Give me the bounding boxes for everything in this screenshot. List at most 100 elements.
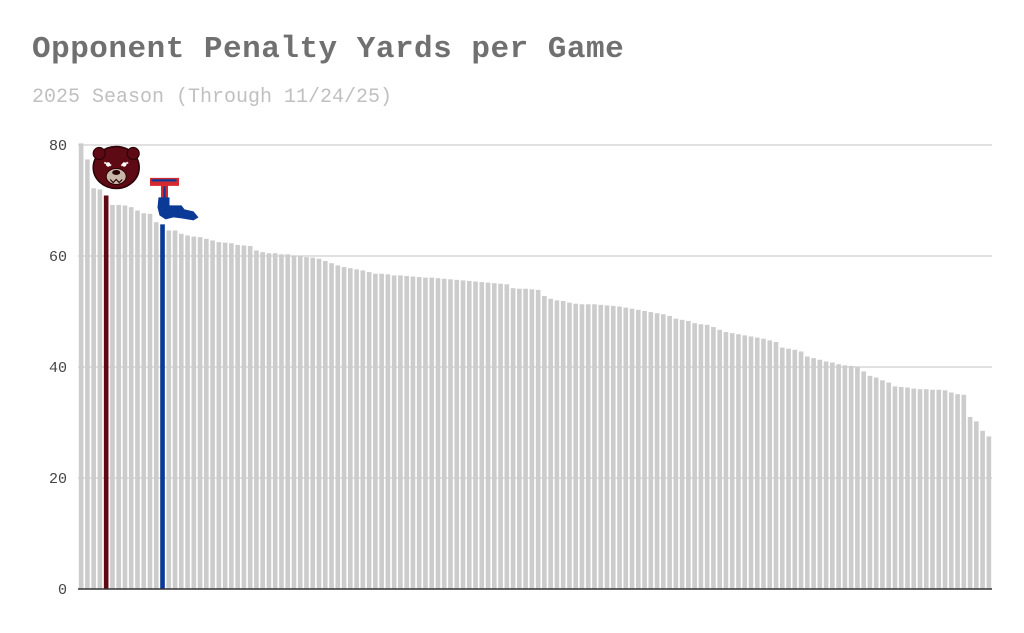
bar — [304, 257, 309, 589]
bar — [366, 272, 372, 589]
bar — [848, 365, 854, 589]
bar — [567, 302, 572, 589]
y-tick-label: 60 — [49, 249, 67, 266]
bar — [635, 309, 641, 589]
y-tick-label: 0 — [58, 582, 67, 599]
bar — [348, 268, 353, 589]
bar — [974, 421, 979, 589]
bar — [279, 254, 284, 589]
bar — [805, 356, 810, 589]
bar — [429, 277, 435, 589]
bar — [197, 237, 203, 589]
bar — [479, 282, 485, 589]
bar — [898, 386, 904, 589]
bar — [423, 277, 428, 589]
bar — [141, 213, 147, 589]
bar — [823, 361, 829, 589]
bar — [692, 323, 697, 589]
bar — [116, 204, 122, 589]
bar — [742, 335, 748, 589]
bar — [642, 310, 647, 589]
bar — [961, 394, 967, 589]
bar — [172, 230, 178, 589]
bar — [817, 359, 823, 589]
bar — [260, 252, 265, 589]
bar — [78, 143, 84, 589]
bar — [297, 256, 303, 589]
bar — [717, 329, 722, 589]
bar — [842, 365, 848, 589]
bar — [491, 283, 497, 589]
bar — [335, 265, 341, 589]
bar — [723, 332, 729, 589]
bar — [679, 319, 685, 589]
bar — [830, 362, 835, 589]
bar — [416, 277, 422, 589]
bar — [254, 250, 259, 589]
bar — [435, 278, 441, 589]
bar — [523, 288, 528, 589]
bar — [923, 389, 929, 589]
bar — [811, 358, 816, 589]
bar — [448, 279, 453, 589]
bar — [779, 347, 785, 589]
bar — [592, 304, 597, 589]
bar — [948, 392, 954, 589]
bar — [661, 314, 666, 589]
bar — [360, 270, 366, 589]
bar — [272, 253, 278, 590]
bar — [667, 315, 672, 589]
bar — [598, 304, 604, 589]
bar — [241, 245, 247, 589]
bar — [836, 364, 841, 589]
bar — [711, 327, 716, 589]
chart-title: Opponent Penalty Yards per Game — [32, 32, 625, 67]
bar — [391, 275, 397, 589]
bar — [153, 222, 159, 589]
bar — [673, 318, 679, 589]
bar — [911, 388, 917, 589]
bar — [235, 244, 240, 589]
bar — [861, 371, 866, 589]
bar — [210, 240, 215, 589]
bar — [967, 416, 973, 589]
bar — [185, 235, 190, 589]
bar — [798, 351, 804, 589]
bar — [122, 205, 128, 589]
bar — [930, 389, 935, 589]
bar — [329, 263, 334, 589]
bar — [867, 375, 873, 589]
bar — [542, 295, 547, 589]
bar — [204, 238, 209, 590]
bar — [654, 313, 660, 589]
bar — [942, 390, 948, 589]
bar — [85, 159, 90, 589]
bar — [178, 233, 184, 590]
bar — [316, 258, 322, 589]
bar — [404, 275, 409, 589]
bar — [460, 280, 466, 589]
bar — [529, 289, 535, 589]
bar — [310, 257, 316, 589]
bar — [498, 283, 503, 589]
bar — [648, 312, 654, 589]
bar — [748, 336, 754, 589]
bar — [379, 273, 384, 589]
bar — [917, 389, 923, 589]
bar — [535, 289, 541, 589]
bar — [560, 300, 566, 589]
highlight-bar — [103, 195, 109, 589]
bar — [905, 387, 910, 589]
bar — [410, 276, 416, 589]
bar — [485, 282, 491, 589]
gridlines — [78, 144, 992, 479]
bar — [686, 320, 691, 589]
bars — [78, 143, 992, 590]
bar — [354, 269, 359, 589]
bar — [466, 280, 472, 589]
bar — [604, 305, 610, 589]
bar — [761, 338, 766, 589]
bar — [166, 230, 172, 589]
bar — [191, 236, 197, 589]
